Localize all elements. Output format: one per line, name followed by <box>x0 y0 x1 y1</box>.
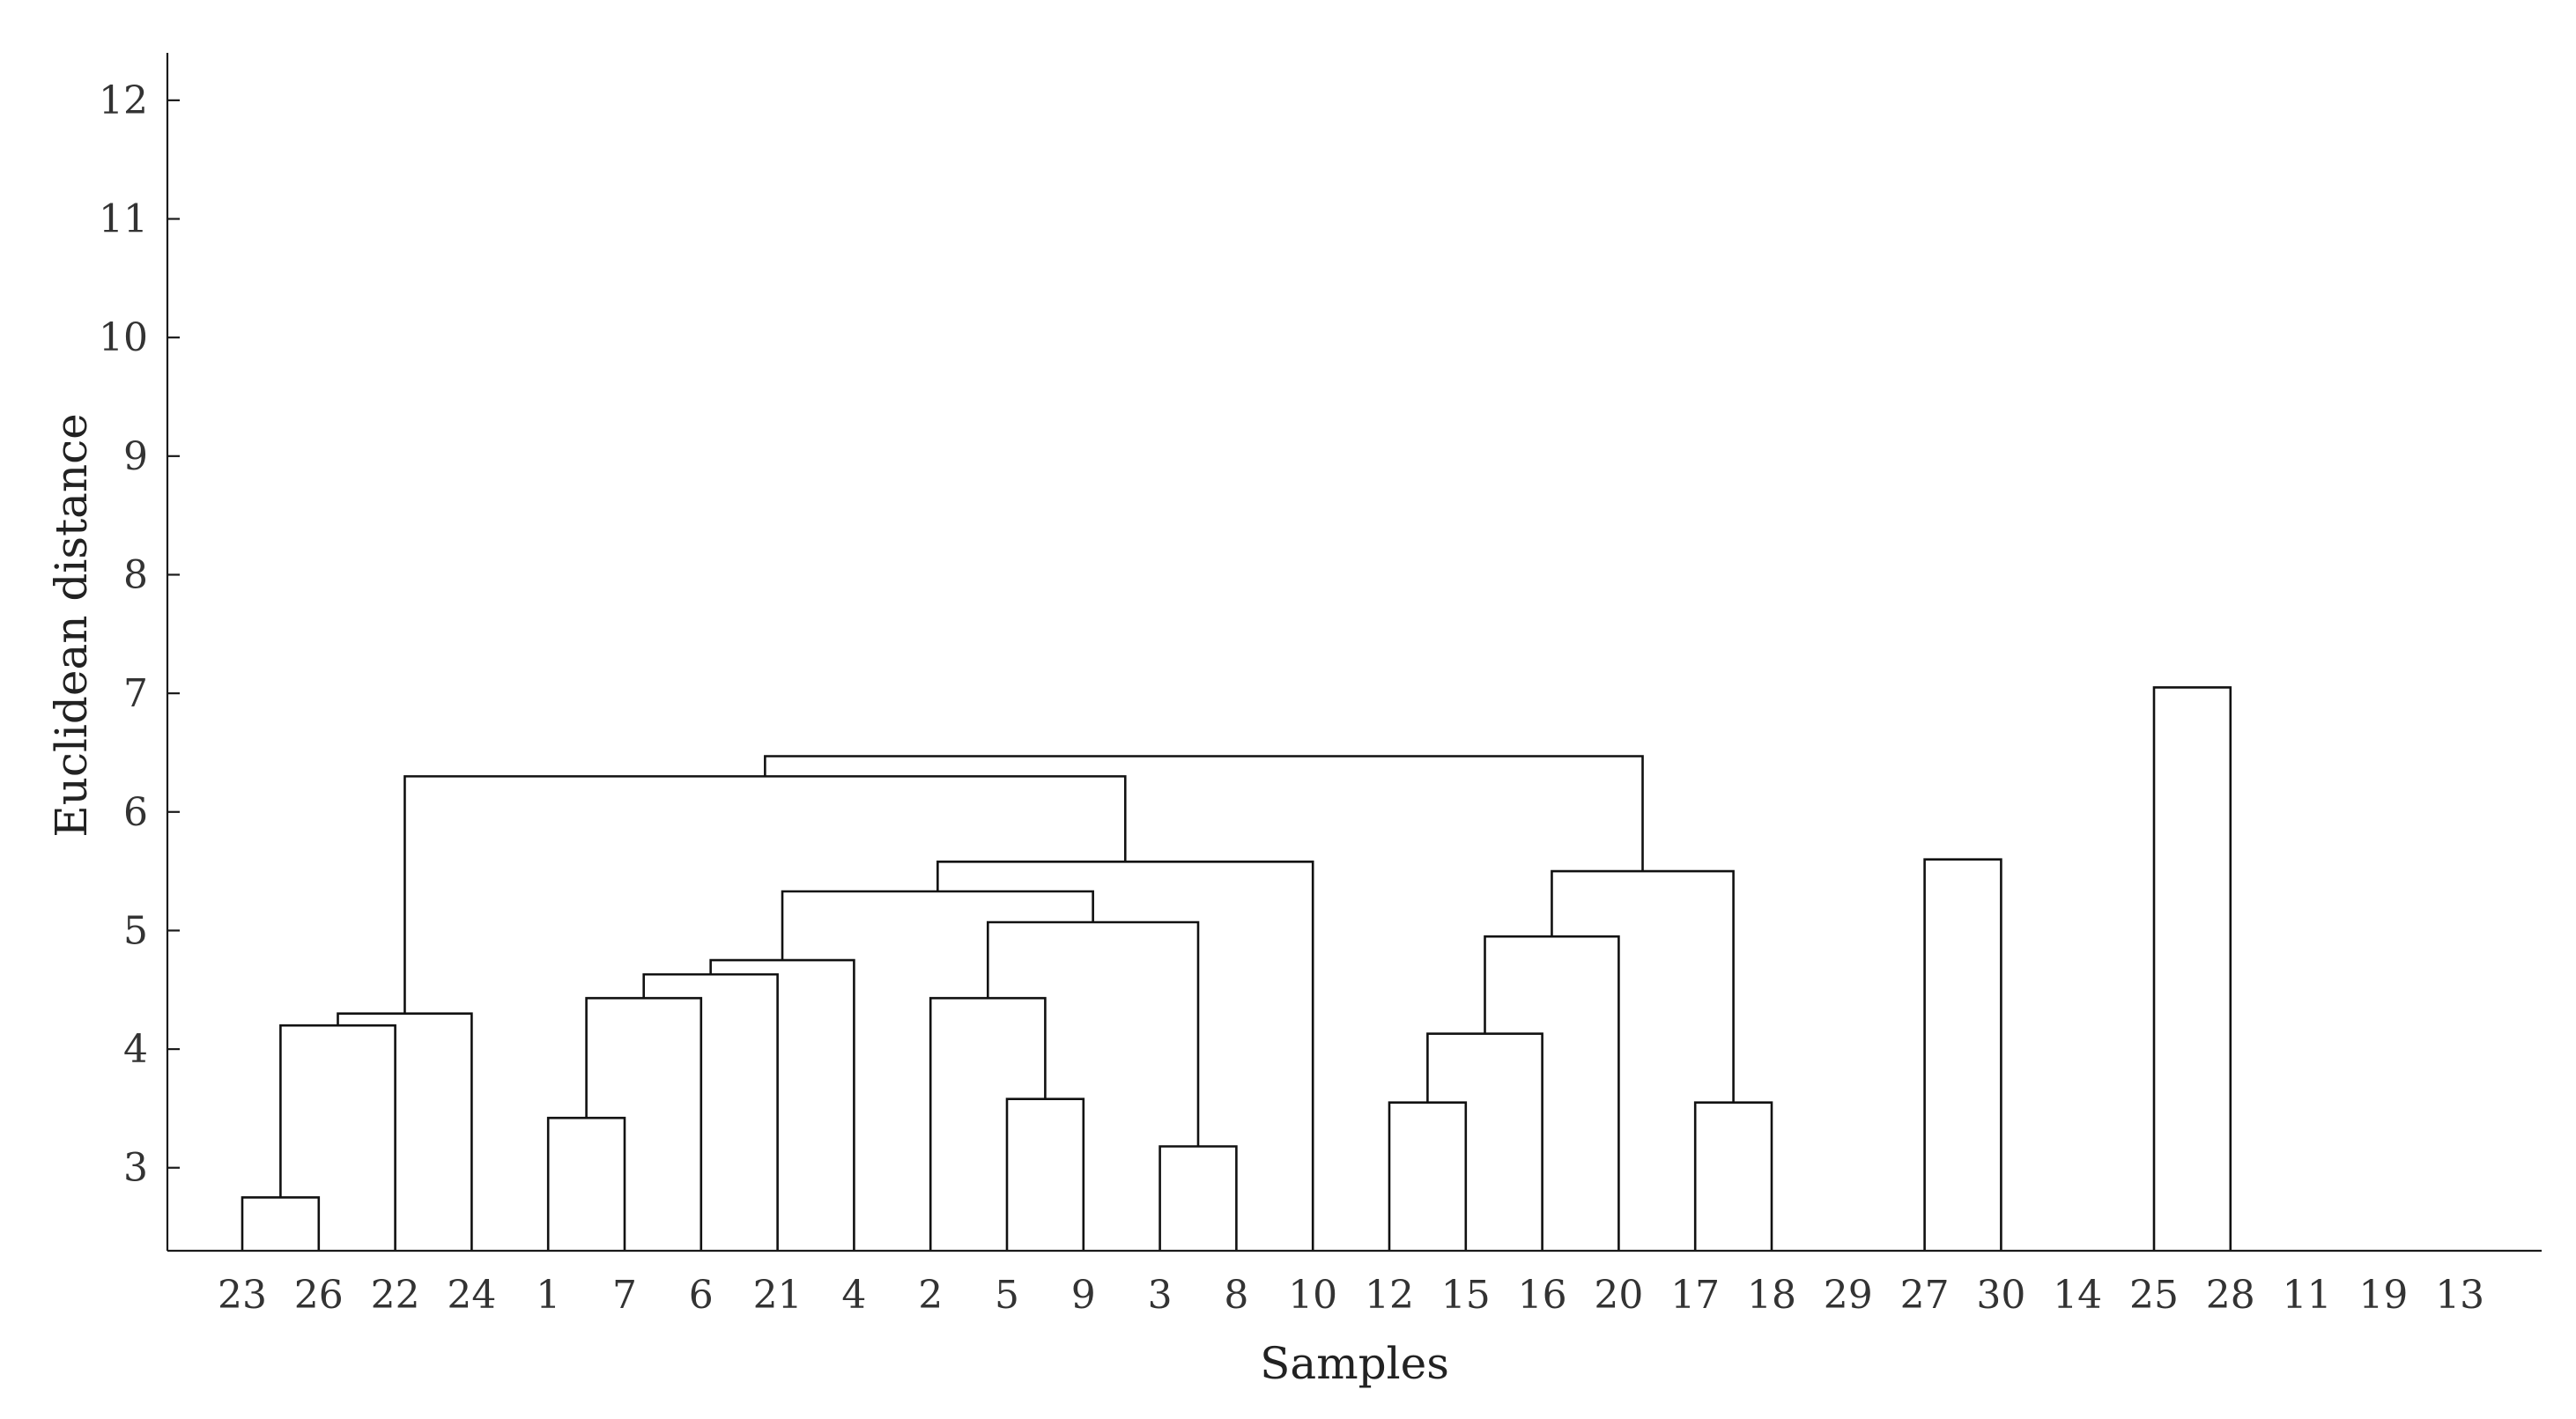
x-tick-label: 4 <box>841 1273 866 1318</box>
x-tick-labels: 23 26 22 24 1 7 6 21 4 2 5 9 3 8 10 12 15 16 20 17 18 29 27 30 1… <box>218 1273 2484 1318</box>
y-tick-label: 8 <box>123 552 148 597</box>
x-tick-label: 28 <box>2206 1273 2255 1318</box>
x-tick-label: 19 <box>2358 1273 2408 1318</box>
dendrogram-link <box>929 996 1047 1251</box>
y-tick-label: 3 <box>123 1146 148 1191</box>
x-tick-label: 3 <box>1148 1273 1173 1318</box>
x-tick-label: 7 <box>612 1273 637 1318</box>
axes <box>166 53 2542 1253</box>
y-axis-title: Euclidean distance <box>46 413 97 838</box>
x-tick-label: 26 <box>294 1273 344 1318</box>
y-tick-label: 12 <box>99 78 148 123</box>
dendrogram-link <box>764 755 1644 872</box>
dendrogram-link <box>2152 686 2232 1251</box>
dendrogram-link <box>1484 935 1620 1251</box>
x-tick-label: 17 <box>1670 1273 1720 1318</box>
x-tick-label: 10 <box>1288 1273 1337 1318</box>
x-axis-title: Samples <box>1260 1338 1449 1389</box>
dendrogram-links <box>241 686 2232 1251</box>
dendrogram-link <box>987 920 1200 1147</box>
x-tick-label: 23 <box>218 1273 267 1318</box>
dendrogram-link <box>936 861 1314 1251</box>
x-tick-label: 22 <box>371 1273 420 1318</box>
dendrogram-link <box>1388 1101 1468 1251</box>
x-tick-label: 18 <box>1747 1273 1796 1318</box>
x-tick-label: 6 <box>689 1273 714 1318</box>
x-tick-label: 24 <box>447 1273 496 1318</box>
y-tick-label: 7 <box>123 671 148 716</box>
x-tick-label: 2 <box>918 1273 943 1318</box>
x-tick-label: 20 <box>1594 1273 1643 1318</box>
dendrogram-link <box>337 1012 473 1251</box>
y-tick-label: 4 <box>123 1027 148 1072</box>
dendrogram-link <box>241 1196 321 1251</box>
x-tick-label: 25 <box>2129 1273 2179 1318</box>
dendrogram-link <box>1158 1145 1238 1251</box>
x-tick-label: 16 <box>1518 1273 1567 1318</box>
dendrogram-link <box>642 972 779 1251</box>
y-tick-label: 9 <box>123 434 148 479</box>
dendrogram-link <box>546 1116 626 1251</box>
dendrogram-link <box>403 775 1127 1014</box>
x-tick-label: 30 <box>1976 1273 2025 1318</box>
x-tick-label: 5 <box>995 1273 1019 1318</box>
y-tick-label: 5 <box>123 908 148 953</box>
dendrogram-link <box>1551 869 1735 1103</box>
x-tick-label: 15 <box>1441 1273 1491 1318</box>
dendrogram-link <box>781 890 1094 961</box>
x-tick-label: 1 <box>536 1273 560 1318</box>
x-tick-label: 27 <box>1900 1273 1950 1318</box>
x-tick-label: 29 <box>1824 1273 1873 1318</box>
y-tick-label: 11 <box>99 197 148 242</box>
x-tick-label: 11 <box>2283 1273 2332 1318</box>
x-tick-label: 9 <box>1071 1273 1096 1318</box>
dendrogram-link <box>1693 1101 1773 1251</box>
x-tick-label: 8 <box>1224 1273 1248 1318</box>
dendrogram-link <box>1426 1032 1543 1251</box>
dendrogram-link <box>279 1024 396 1251</box>
x-tick-label: 21 <box>753 1273 803 1318</box>
dendrogram-link <box>709 958 855 1251</box>
dendrogram-link <box>585 996 703 1251</box>
y-tick-label: 10 <box>99 315 148 360</box>
dendrogram-link <box>1005 1098 1085 1251</box>
dendrogram-link <box>1923 858 2002 1251</box>
x-tick-label: 12 <box>1365 1273 1414 1318</box>
y-tick-label: 6 <box>123 790 148 835</box>
y-ticks: 3 4 5 6 7 8 9 10 11 12 <box>99 78 180 1191</box>
x-tick-label: 13 <box>2435 1273 2484 1318</box>
x-tick-label: 14 <box>2053 1273 2102 1318</box>
